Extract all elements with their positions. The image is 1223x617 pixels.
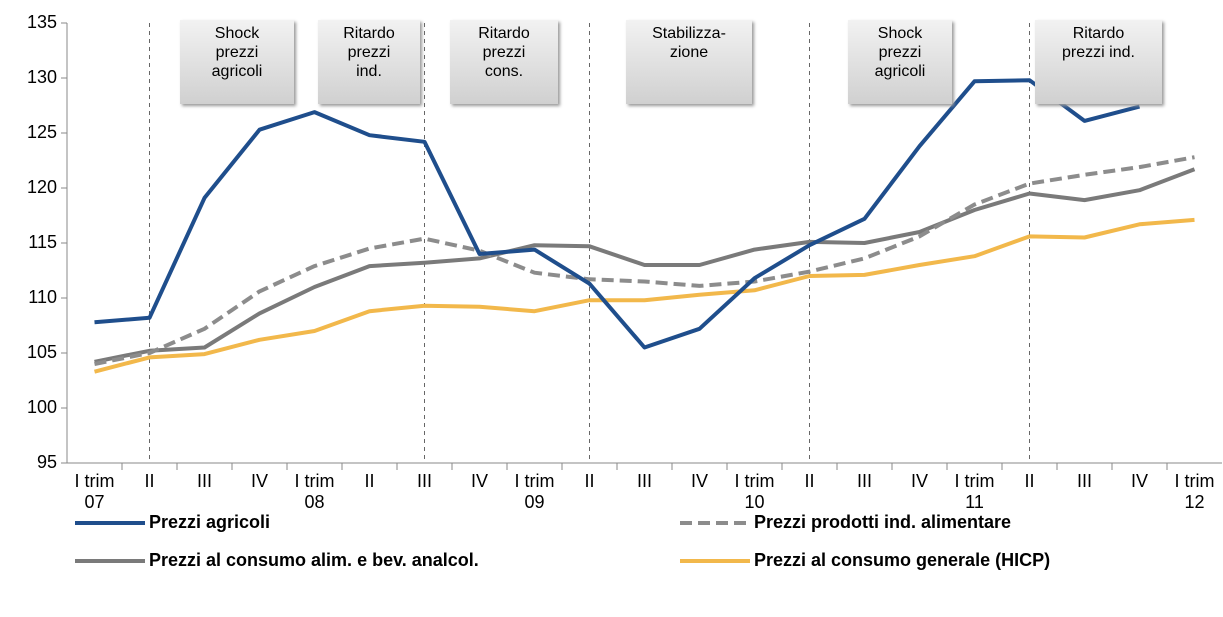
x-tick-label: III: [856, 471, 872, 491]
x-tick-label: I trim 12: [1174, 471, 1215, 512]
x-tick-label: III: [636, 471, 652, 491]
x-tick-label: I trim 07: [74, 471, 115, 512]
x-tick-label: II: [144, 471, 155, 491]
x-tick-label: II: [364, 471, 375, 491]
x-tick-label: IV: [1130, 471, 1148, 491]
x-tick-label: III: [416, 471, 432, 491]
x-tick-label: III: [1076, 471, 1092, 491]
y-tick-label: 95: [37, 452, 57, 472]
series-line: [94, 167, 1196, 364]
x-tick-label: I trim 08: [294, 471, 335, 512]
legend-label: Prezzi al consumo generale (HICP): [754, 550, 1051, 570]
y-tick-label: 100: [27, 397, 57, 417]
x-tick-label: IV: [250, 471, 268, 491]
legend-label: Prezzi al consumo alim. e bev. analcol.: [149, 550, 479, 570]
y-tick-label: 130: [27, 67, 57, 87]
x-tick-label: II: [584, 471, 595, 491]
annotation: Shock prezzi agricoli: [848, 20, 952, 104]
legend-label: Prezzi agricoli: [149, 512, 271, 532]
y-tick-label: 120: [27, 177, 57, 197]
x-tick-label: IV: [910, 471, 928, 491]
x-tick-label: II: [804, 471, 815, 491]
annotation: Ritardo prezzi ind.: [318, 20, 420, 104]
x-tick-label: IV: [470, 471, 488, 491]
annotation: Shock prezzi agricoli: [180, 20, 294, 104]
x-tick-label: I trim 09: [514, 471, 555, 512]
series-line: [94, 78, 1141, 350]
annotation: Ritardo prezzi cons.: [450, 20, 558, 104]
series-line: [93, 217, 1195, 374]
annotation: Stabilizza- zione: [626, 20, 752, 104]
y-tick-label: 105: [27, 342, 57, 362]
y-tick-label: 135: [27, 12, 57, 32]
legend-label: Prezzi prodotti ind. alimentare: [754, 512, 1012, 532]
x-tick-label: III: [196, 471, 212, 491]
y-tick-label: 125: [27, 122, 57, 142]
x-tick-label: I trim 10: [734, 471, 775, 512]
annotation: Ritardo prezzi ind.: [1035, 20, 1162, 104]
y-tick-label: 115: [28, 232, 57, 252]
x-tick-label: IV: [690, 471, 708, 491]
x-tick-label: I trim 11: [954, 471, 995, 512]
y-tick-label: 110: [28, 287, 57, 307]
series-line: [94, 155, 1195, 366]
x-tick-label: II: [1024, 471, 1035, 491]
